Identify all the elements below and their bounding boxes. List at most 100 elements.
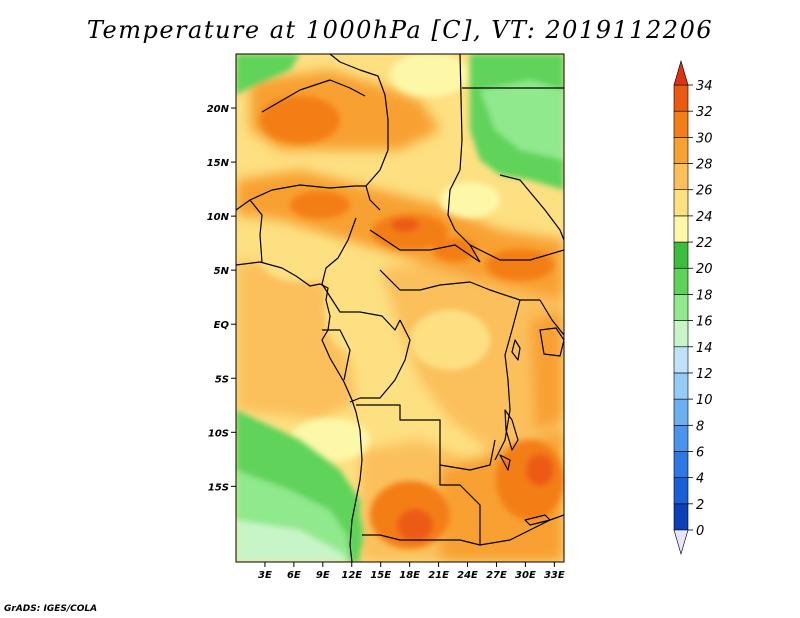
field-32-34-cameroon-core bbox=[391, 218, 419, 232]
colorbar-label: 32 bbox=[696, 105, 713, 120]
lon-tick-label: 3E bbox=[258, 570, 272, 581]
colorbar-box bbox=[673, 189, 689, 217]
boundary-sudan-ssudan bbox=[469, 244, 564, 261]
colorbar-label: 2 bbox=[696, 498, 704, 513]
boundary-chad-car bbox=[369, 229, 481, 263]
lat-tick-label: 5N bbox=[214, 266, 230, 277]
colorbar-box bbox=[673, 503, 689, 531]
colorbar-label: 30 bbox=[696, 131, 713, 146]
colorbar-box bbox=[673, 398, 689, 426]
boundary-drc-east bbox=[494, 299, 521, 461]
boundary-congo-drc bbox=[349, 319, 411, 403]
boundary-zambia-south bbox=[479, 514, 564, 546]
colorbar-label: 20 bbox=[696, 262, 713, 277]
colorbar-box bbox=[673, 451, 689, 478]
boundary-east-africa bbox=[539, 299, 564, 336]
colorbar-box bbox=[673, 346, 689, 374]
map-title: Temperature at 1000hPa [C], VT: 20191122… bbox=[86, 16, 714, 44]
field-30-32-mali bbox=[260, 96, 340, 144]
lon-tick-label: 15E bbox=[370, 570, 391, 581]
lat-tick-label: 10N bbox=[207, 212, 230, 223]
colorbar-label: 0 bbox=[696, 524, 704, 539]
boundary-burkina bbox=[236, 199, 263, 263]
boundary-mali-niger bbox=[261, 79, 366, 113]
field-30-32-car bbox=[433, 238, 477, 262]
field-24-26-gabon bbox=[325, 270, 375, 350]
boundary-angola-namibia bbox=[362, 534, 481, 546]
field-16-18-atlantic-south bbox=[236, 520, 345, 562]
lat-tick-label: EQ bbox=[214, 320, 230, 331]
lat-tick-label: 10S bbox=[208, 428, 229, 439]
colorbar-label: 12 bbox=[696, 367, 713, 382]
colorbar-box bbox=[673, 372, 689, 400]
boundary-chad-sudan bbox=[447, 169, 481, 263]
field-30-32-cameroon bbox=[372, 214, 448, 250]
colorbar-label: 26 bbox=[696, 184, 713, 199]
colorbar-box bbox=[673, 477, 689, 505]
colorbar-box bbox=[673, 137, 689, 164]
colorbar-box bbox=[673, 267, 689, 295]
colorbar-label: 34 bbox=[696, 79, 713, 94]
colorbar-over-triangle bbox=[673, 59, 689, 86]
lon-tick-label: 9E bbox=[316, 570, 330, 581]
lake-kariba bbox=[524, 514, 551, 526]
colorbar-label: 4 bbox=[696, 472, 704, 487]
grads-credit: GrADS: IGES/COLA bbox=[4, 604, 98, 614]
lat-tick-group: 20N 15N 10N 5N EQ 5S 10S 15S bbox=[207, 104, 236, 493]
boundary-cameroon-congo bbox=[321, 283, 401, 331]
field-30-32-niger bbox=[290, 191, 350, 219]
boundary-niger-nigeria bbox=[249, 184, 366, 201]
field-20-22-sahara-nw bbox=[236, 54, 300, 95]
colorbar-under-triangle bbox=[673, 529, 689, 556]
colorbar-label: 18 bbox=[696, 288, 713, 303]
boundary-sudan-east bbox=[499, 174, 564, 241]
colorbar-box bbox=[673, 241, 689, 269]
boundary-algeria-libya bbox=[329, 54, 389, 150]
lon-tick-label: 33E bbox=[544, 570, 565, 581]
lon-tick-label: 12E bbox=[341, 570, 362, 581]
field-30-32-sudan bbox=[486, 249, 554, 281]
colorbar-box bbox=[673, 294, 689, 321]
colorbar-label: 10 bbox=[696, 393, 713, 408]
colorbar-label: 14 bbox=[696, 341, 713, 356]
boundary-nigeria-cameroon bbox=[321, 217, 357, 285]
temperature-field bbox=[236, 54, 564, 562]
west-africa-coastline bbox=[236, 261, 363, 562]
field-32-34-zambia-core bbox=[526, 454, 554, 486]
boundary-libya-egypt bbox=[459, 54, 463, 171]
lat-tick-label: 5S bbox=[215, 374, 229, 385]
field-24-26-drc bbox=[410, 310, 490, 370]
boundary-gabon-congo bbox=[322, 329, 351, 381]
boundary-drc-angola bbox=[356, 404, 496, 471]
field-22-24-libya bbox=[390, 54, 470, 97]
lon-tick-label: 27E bbox=[486, 570, 507, 581]
field-18-20-sahara-ne bbox=[480, 80, 564, 160]
field-32-34-angola-core bbox=[397, 509, 433, 541]
colorbar-label: 28 bbox=[696, 158, 713, 173]
lon-tick-label: 6E bbox=[287, 570, 301, 581]
colorbar-label: 8 bbox=[696, 419, 704, 434]
field-22-24-chad bbox=[440, 182, 500, 218]
lake-albert bbox=[511, 339, 521, 361]
field-20-22-atlantic-patch bbox=[240, 428, 290, 452]
colorbar-label: 6 bbox=[696, 445, 704, 460]
lat-tick-label: 15S bbox=[208, 482, 229, 493]
colorbar-box bbox=[673, 163, 689, 191]
colorbar-box bbox=[673, 424, 689, 452]
lat-tick-label: 15N bbox=[207, 158, 230, 169]
field-28-30-east bbox=[530, 310, 564, 430]
lake-tanganyika bbox=[504, 409, 519, 451]
political-boundaries bbox=[236, 54, 564, 562]
lake-victoria bbox=[539, 327, 564, 357]
colorbar-label: 24 bbox=[696, 210, 713, 225]
boundary-car-drc bbox=[379, 269, 540, 301]
field-20-22-angola-coast-cold bbox=[347, 513, 363, 557]
colorbar-box bbox=[673, 110, 689, 138]
boundary-angola-zambia bbox=[439, 465, 481, 545]
colorbar-label: 16 bbox=[696, 315, 713, 330]
lat-tick-label: 20N bbox=[207, 104, 230, 115]
lon-tick-label: 21E bbox=[428, 570, 449, 581]
colorbar-label: 22 bbox=[696, 236, 713, 251]
